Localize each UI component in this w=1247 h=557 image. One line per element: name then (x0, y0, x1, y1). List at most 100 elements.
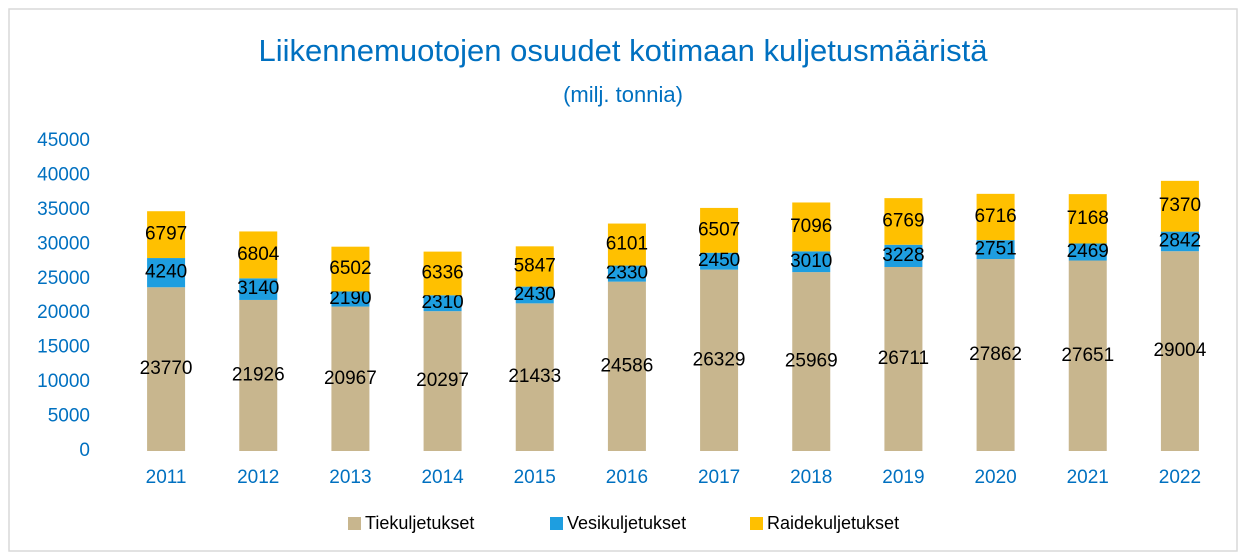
data-label: 6797 (145, 224, 187, 245)
data-label: 6336 (421, 262, 463, 283)
bar-segment (1068, 194, 1107, 244)
data-label: 21433 (508, 366, 561, 387)
bar-segment (976, 240, 1015, 260)
data-label: 6507 (698, 219, 740, 240)
bar-segment (515, 246, 554, 287)
y-tick-label: 30000 (37, 233, 90, 254)
chart-title: Liikennemuotojen osuudet kotimaan kuljet… (259, 33, 989, 68)
chart-subtitle: (milj. tonnia) (563, 82, 683, 107)
bar-segment (515, 286, 554, 304)
data-label: 26329 (693, 349, 746, 370)
bar-segment (239, 278, 278, 300)
x-tick-label: 2016 (606, 467, 648, 488)
x-tick-label: 2014 (421, 467, 464, 488)
data-label: 27651 (1061, 345, 1114, 366)
data-label: 6502 (329, 258, 371, 279)
data-label: 26711 (878, 348, 929, 369)
data-label: 3228 (882, 245, 924, 266)
x-tick-label: 2018 (790, 467, 832, 488)
x-tick-label: 2013 (329, 467, 371, 488)
x-tick-label: 2021 (1067, 467, 1109, 488)
x-tick-label: 2015 (514, 467, 556, 488)
data-label: 20967 (324, 368, 377, 389)
data-label: 7370 (1159, 195, 1201, 216)
data-label: 6769 (882, 210, 924, 231)
bar-segment (147, 287, 186, 451)
bar-segment (331, 291, 370, 307)
x-tick-label: 2012 (237, 467, 279, 488)
data-label: 4240 (145, 262, 187, 283)
y-tick-label: 45000 (37, 130, 90, 151)
data-label: 6101 (606, 234, 648, 255)
bar-segment (884, 244, 923, 267)
bar-segment (976, 259, 1015, 451)
bar-segment (147, 258, 186, 288)
bar-segment (976, 193, 1015, 241)
y-tick-label: 35000 (37, 199, 90, 220)
bar-segment (515, 303, 554, 451)
y-tick-label: 0 (79, 440, 90, 461)
data-label: 7168 (1067, 208, 1109, 229)
bar-segment (239, 299, 278, 451)
y-tick-label: 10000 (37, 371, 90, 392)
data-label: 3010 (790, 251, 832, 272)
data-label: 6804 (237, 244, 280, 265)
bar-segment (700, 252, 739, 270)
data-label: 21926 (232, 364, 285, 385)
y-tick-label: 5000 (48, 406, 90, 427)
x-tick-label: 2019 (882, 467, 924, 488)
data-label: 29004 (1153, 340, 1206, 361)
bar-segment (1068, 243, 1107, 261)
data-label: 2310 (421, 292, 463, 313)
data-label: 7096 (790, 216, 832, 237)
bar-segment (700, 207, 739, 253)
data-label: 2190 (329, 288, 371, 309)
y-tick-label: 20000 (37, 302, 90, 323)
data-label: 20297 (416, 370, 469, 391)
bar-segment (884, 198, 923, 245)
data-label: 24586 (600, 355, 653, 376)
x-tick-label: 2022 (1159, 467, 1201, 488)
x-tick-label: 2020 (974, 467, 1016, 488)
bar-segment (607, 265, 646, 282)
bar-segment (423, 311, 462, 451)
legend-swatch (550, 517, 563, 530)
bar-segment (1160, 231, 1199, 252)
bar-segment (423, 251, 462, 296)
data-label: 25969 (785, 351, 838, 372)
bar-segment (607, 281, 646, 451)
bar-segment (884, 266, 923, 451)
bar-segment (423, 295, 462, 312)
legend-swatch (750, 517, 763, 530)
bar-segment (239, 231, 278, 279)
data-label: 3140 (237, 278, 279, 299)
data-label: 6716 (974, 206, 1016, 227)
data-label: 27862 (969, 344, 1022, 365)
legend-label: Raidekuljetukset (767, 513, 899, 533)
data-label: 2450 (698, 250, 740, 271)
data-label: 5847 (514, 255, 556, 276)
data-label: 2430 (514, 284, 556, 305)
legend-label: Tiekuljetukset (365, 513, 474, 533)
bar-segment (147, 211, 186, 259)
bar-segment (607, 223, 646, 266)
bar-segment (792, 202, 831, 252)
bar-segment (1160, 251, 1199, 451)
legend-swatch (348, 517, 361, 530)
y-tick-label: 25000 (37, 268, 90, 289)
data-label: 2469 (1067, 241, 1109, 262)
data-label: 2751 (974, 239, 1016, 260)
legend-label: Vesikuljetukset (567, 513, 686, 533)
bar-segment (331, 246, 370, 292)
y-tick-label: 40000 (37, 164, 90, 185)
x-tick-label: 2011 (146, 467, 187, 488)
data-label: 23770 (140, 358, 193, 379)
bar-segment (331, 306, 370, 451)
data-label: 2842 (1159, 230, 1201, 251)
bar-segment (792, 251, 831, 273)
bar-segment (1160, 180, 1199, 232)
bar-segment (1068, 260, 1107, 451)
y-tick-label: 15000 (37, 337, 90, 358)
x-tick-label: 2017 (698, 467, 740, 488)
